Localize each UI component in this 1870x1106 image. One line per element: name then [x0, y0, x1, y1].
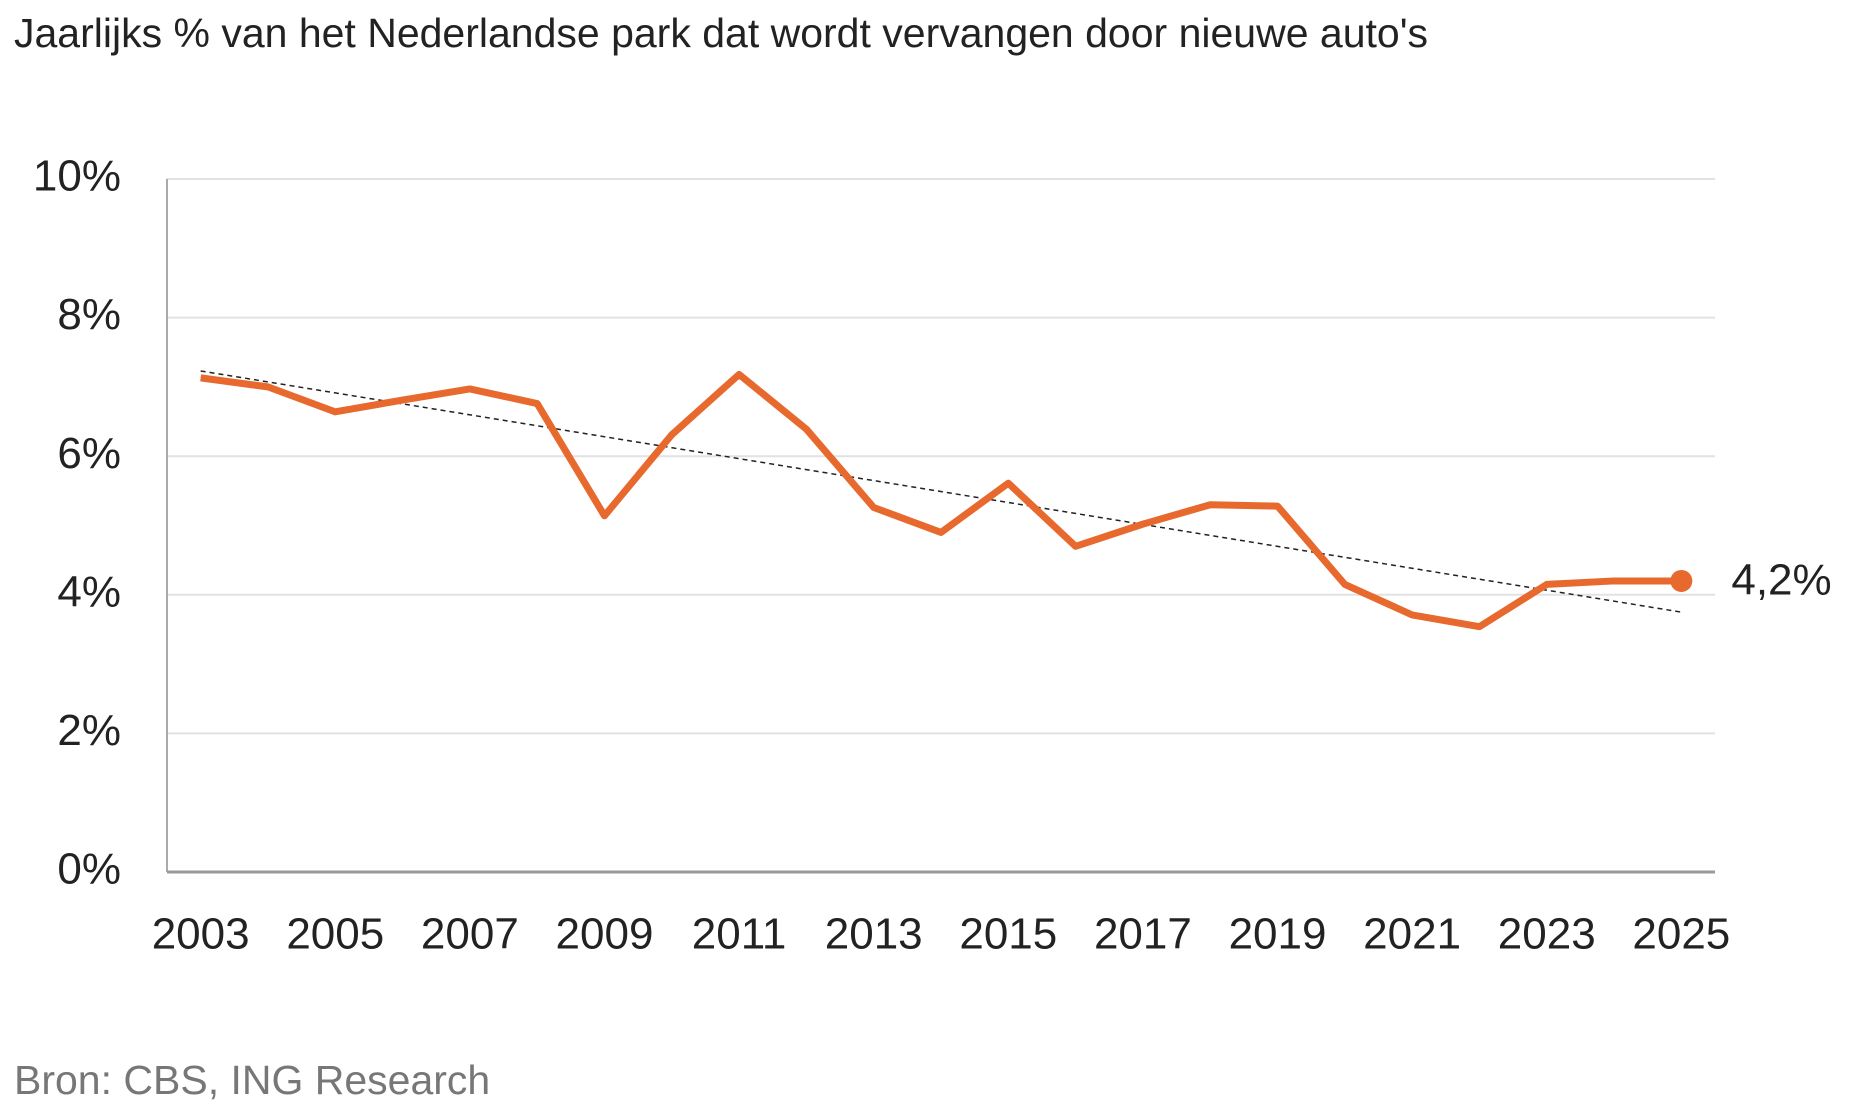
chart-title: Jaarlijks % van het Nederlandse park dat…	[14, 10, 1428, 56]
value-label: 4,2%	[1731, 556, 1831, 605]
x-tick-label: 2011	[692, 910, 787, 959]
y-tick-label: 0%	[57, 845, 121, 894]
x-tick-label: 2023	[1498, 910, 1596, 959]
x-tick-label: 2005	[286, 910, 384, 959]
y-tick-label: 2%	[57, 706, 121, 755]
y-tick-label: 8%	[57, 290, 121, 339]
x-tick-label: 2003	[152, 910, 250, 959]
x-tick-label: 2019	[1229, 910, 1327, 959]
y-tick-label: 10%	[33, 152, 121, 201]
x-tick-label: 2015	[959, 910, 1057, 959]
series-line	[200, 370, 1682, 631]
x-tick-label: 2025	[1632, 910, 1730, 959]
x-tick-label: 2007	[421, 910, 519, 959]
source-note: Bron: CBS, ING Research	[14, 1057, 490, 1103]
trendline	[200, 370, 1682, 613]
y-tick-label: 4%	[57, 567, 121, 616]
x-tick-label: 2021	[1363, 910, 1461, 959]
y-tick-label: 6%	[57, 429, 121, 478]
x-tick-label: 2017	[1094, 910, 1192, 959]
x-tick-label: 2009	[556, 910, 654, 959]
end-point	[1670, 569, 1693, 592]
x-tick-label: 2013	[825, 910, 923, 959]
